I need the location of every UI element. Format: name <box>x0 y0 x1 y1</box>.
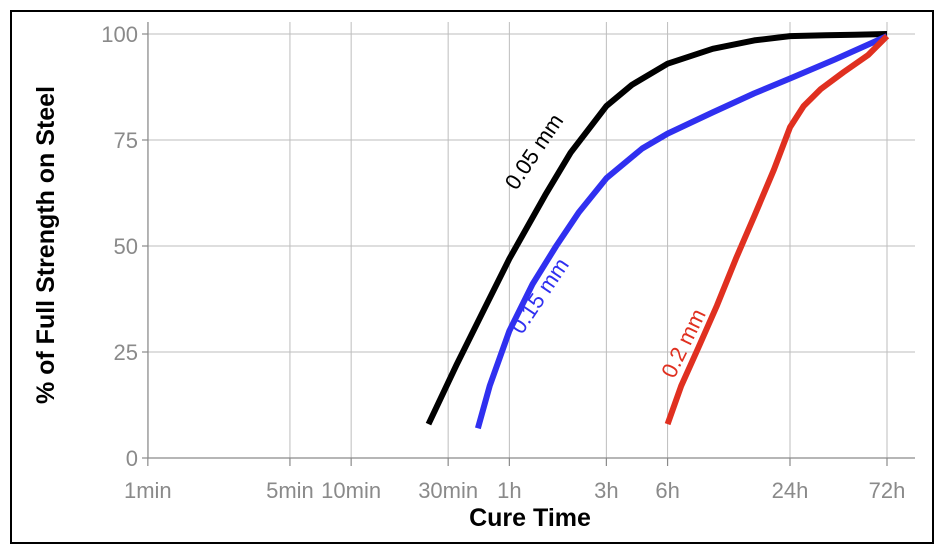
x-tick-label: 72h <box>869 478 906 503</box>
x-tick-label: 3h <box>594 478 618 503</box>
y-tick-label: 0 <box>126 446 138 471</box>
y-tick-label: 100 <box>101 22 138 47</box>
x-axis-title: Cure Time <box>469 504 591 532</box>
y-tick-label: 25 <box>114 340 138 365</box>
y-tick-label: 75 <box>114 128 138 153</box>
x-tick-label: 10min <box>321 478 381 503</box>
series-lines <box>425 31 890 430</box>
series-line-3 <box>664 33 890 426</box>
x-tick-label: 1h <box>497 478 521 503</box>
y-tick-label: 50 <box>114 234 138 259</box>
x-tick-label: 5min <box>266 478 314 503</box>
x-tick-label: 1min <box>124 478 172 503</box>
y-axis-title: % of Full Strength on Steel <box>32 86 60 404</box>
x-tick-label: 30min <box>418 478 478 503</box>
x-tick-label: 24h <box>772 478 809 503</box>
series-line-2 <box>475 33 889 430</box>
chart-frame <box>10 10 934 544</box>
series-line-1 <box>425 31 888 426</box>
axes: 0 25 50 75 100 1min 5min 10min 30min 1h 3h 6h 24h 72h <box>101 22 915 503</box>
x-tick-label: 6h <box>655 478 679 503</box>
